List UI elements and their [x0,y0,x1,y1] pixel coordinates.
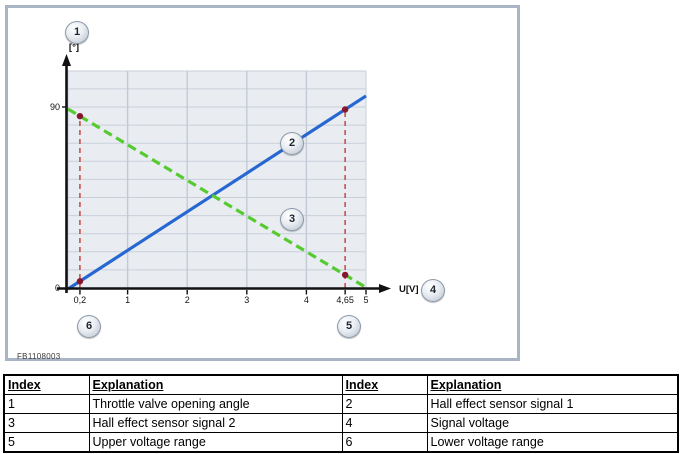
hall-signal-1-line [67,94,367,291]
callout-2: 2 [280,131,304,155]
hall-signal-2-line [67,107,367,289]
table-row: 3 Hall effect sensor signal 2 4 Signal volt… [3,413,679,433]
table-header-cell: Explanation [426,374,679,395]
explanation-cell: Hall effect sensor signal 2 [88,413,343,433]
explanation-cell: Throttle valve opening angle [88,394,343,414]
table-header-cell: Index [3,374,90,395]
x-tick-label: 1 [125,295,130,305]
table-header-cell: Explanation [88,374,343,395]
explanation-cell: Lower voltage range [426,432,679,453]
sample-point-dot [76,112,84,120]
x-axis-unit-label: U[V] [399,284,419,295]
sample-point-dot [76,278,84,285]
callout-4: 4 [421,278,445,302]
table-row: 1 Throttle valve opening angle 2 Hall effec… [3,394,679,414]
index-cell: 6 [341,432,428,453]
x-tick-label: 0,2 [74,295,87,305]
index-cell: 5 [3,432,90,453]
index-cell: 4 [341,413,428,433]
x-tick-label: 4 [304,295,309,305]
x-tick-label: 5 [363,295,368,305]
y-tick-label-0: 0 [55,283,60,293]
y-tick-label-90: 90 [50,102,60,112]
figure-code-label: FB1108003 [17,352,61,361]
callout-1: 1 [65,20,89,44]
sample-point-dot [341,106,349,113]
x-tick-label: 3 [244,295,249,305]
table-header-row: Index Explanation Index Explanation [3,374,679,395]
index-cell: 1 [3,394,90,414]
index-cell: 3 [3,413,90,433]
table-header-cell: Index [341,374,428,395]
table-row: 5 Upper voltage range 6 Lower voltage range [3,432,679,453]
explanation-table: Index Explanation Index Explanation 1 Thrott… [3,374,679,453]
callout-6: 6 [77,314,101,338]
y-axis-unit-label: [°] [69,42,79,53]
sample-point-dot [341,271,349,279]
x-axis-arrow-icon [379,284,391,293]
explanation-cell: Hall effect sensor signal 1 [426,394,679,414]
x-tick-label: 4,65 [336,295,354,305]
y-axis-arrow-icon [62,54,71,66]
callout-3: 3 [280,207,304,231]
throttle-voltage-chart: 0,2 1 2 3 4 4,65 5 0 90 [°] U[V] [50,42,419,305]
x-tick-label: 2 [185,295,190,305]
explanation-table-body: 1 Throttle valve opening angle 2 Hall effec… [3,394,679,453]
explanation-cell: Upper voltage range [88,432,343,453]
explanation-cell: Signal voltage [426,413,679,433]
index-cell: 2 [341,394,428,414]
callout-5: 5 [337,314,361,338]
